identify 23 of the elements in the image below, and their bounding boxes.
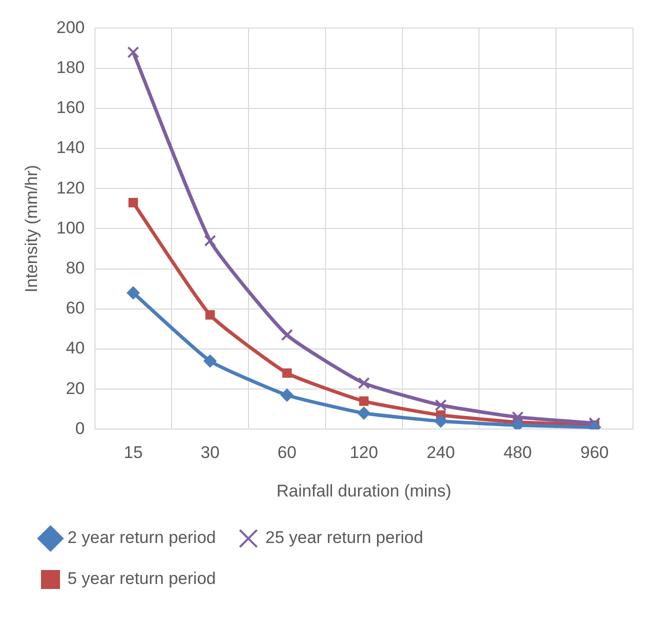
y-tick-label: 80 (66, 258, 85, 278)
x-tick-label: 30 (200, 443, 220, 462)
y-tick-label: 140 (56, 138, 85, 158)
x-tick-label: 960 (580, 443, 609, 462)
y-tick-label: 180 (56, 58, 85, 77)
y-tick-label: 40 (66, 338, 85, 358)
legend-label: 5 year return period (68, 569, 216, 588)
x-axis-title: Rainfall duration (mins) (276, 481, 452, 500)
x-tick-label: 15 (124, 443, 143, 462)
legend-label: 2 year return period (68, 528, 216, 548)
x-tick-label: 240 (426, 443, 455, 462)
y-tick-label: 160 (56, 98, 85, 118)
y-tick-label: 100 (56, 218, 85, 238)
x-tick-label: 60 (278, 443, 296, 462)
y-tick-label: 200 (56, 18, 85, 37)
x-tick-label: 480 (503, 443, 532, 462)
legend-label: 25 year return period (265, 528, 424, 548)
y-tick-label: 120 (56, 178, 85, 198)
y-axis-title: Intensity (mm/hr) (22, 164, 41, 292)
y-tick-label: 20 (66, 378, 85, 398)
y-tick-label: 60 (66, 298, 85, 318)
x-tick-label: 120 (350, 443, 378, 462)
y-tick-label: 0 (75, 418, 85, 438)
